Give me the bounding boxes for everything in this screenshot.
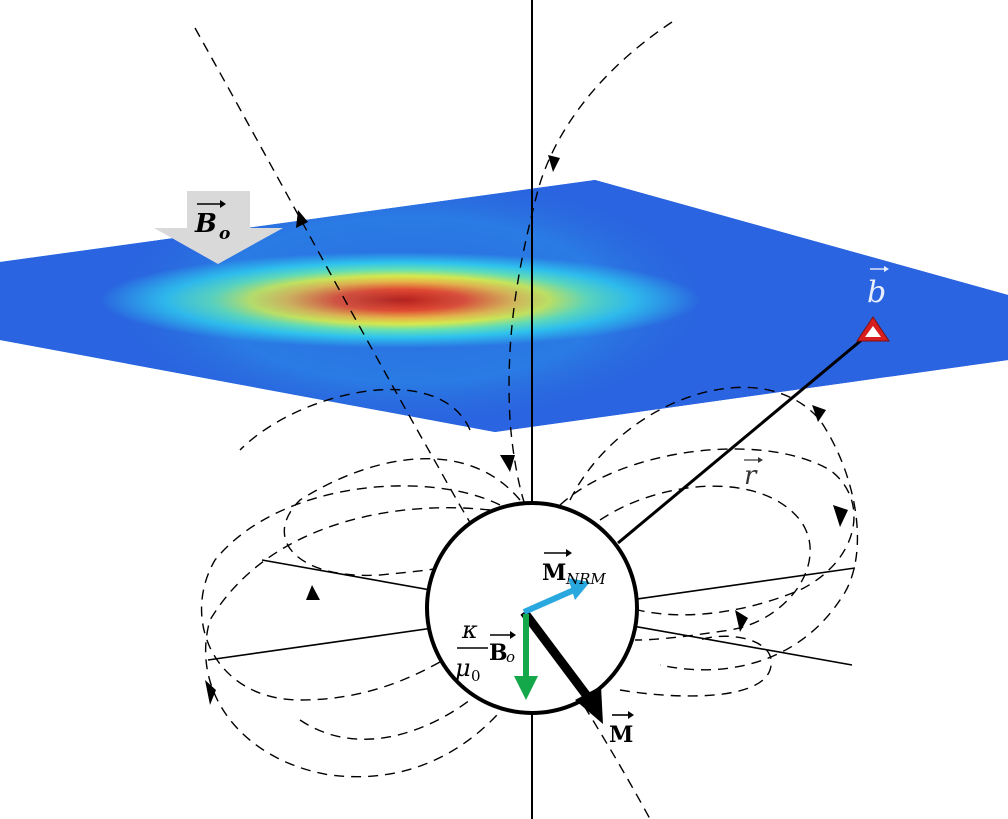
total-magnetization-label: M <box>609 711 634 748</box>
induced-field-subscript: o <box>506 648 515 666</box>
observation-point-symbol: b <box>867 275 886 310</box>
inducing-field-symbol: B <box>194 209 217 239</box>
field-line-arrowheads <box>205 155 848 705</box>
inducing-field-arrow <box>154 191 283 264</box>
observation-point-marker <box>856 316 890 342</box>
induced-label: κ μ 0 B o <box>455 616 516 685</box>
permeability-symbol: μ <box>455 654 471 682</box>
distance-vector-line <box>617 336 865 545</box>
total-magnetization-symbol: M <box>609 722 633 748</box>
distance-vector-label: r <box>744 457 763 491</box>
nrm-label: M NRM <box>542 549 606 588</box>
observation-point-label: b <box>867 266 889 310</box>
permeability-subscript: 0 <box>471 667 481 685</box>
distance-vector-symbol: r <box>744 461 758 491</box>
induced-arrow <box>514 614 538 700</box>
inducing-field-label: B o <box>194 200 230 244</box>
nrm-arrow <box>522 578 590 615</box>
nrm-subscript: NRM <box>565 570 606 588</box>
observation-plane <box>0 180 1008 432</box>
nrm-symbol: M <box>542 560 566 586</box>
susceptibility-symbol: κ <box>461 616 478 644</box>
inducing-field-subscript: o <box>219 224 230 244</box>
total-magnetization-arrow <box>520 609 603 724</box>
induced-field-symbol: B <box>489 640 508 666</box>
